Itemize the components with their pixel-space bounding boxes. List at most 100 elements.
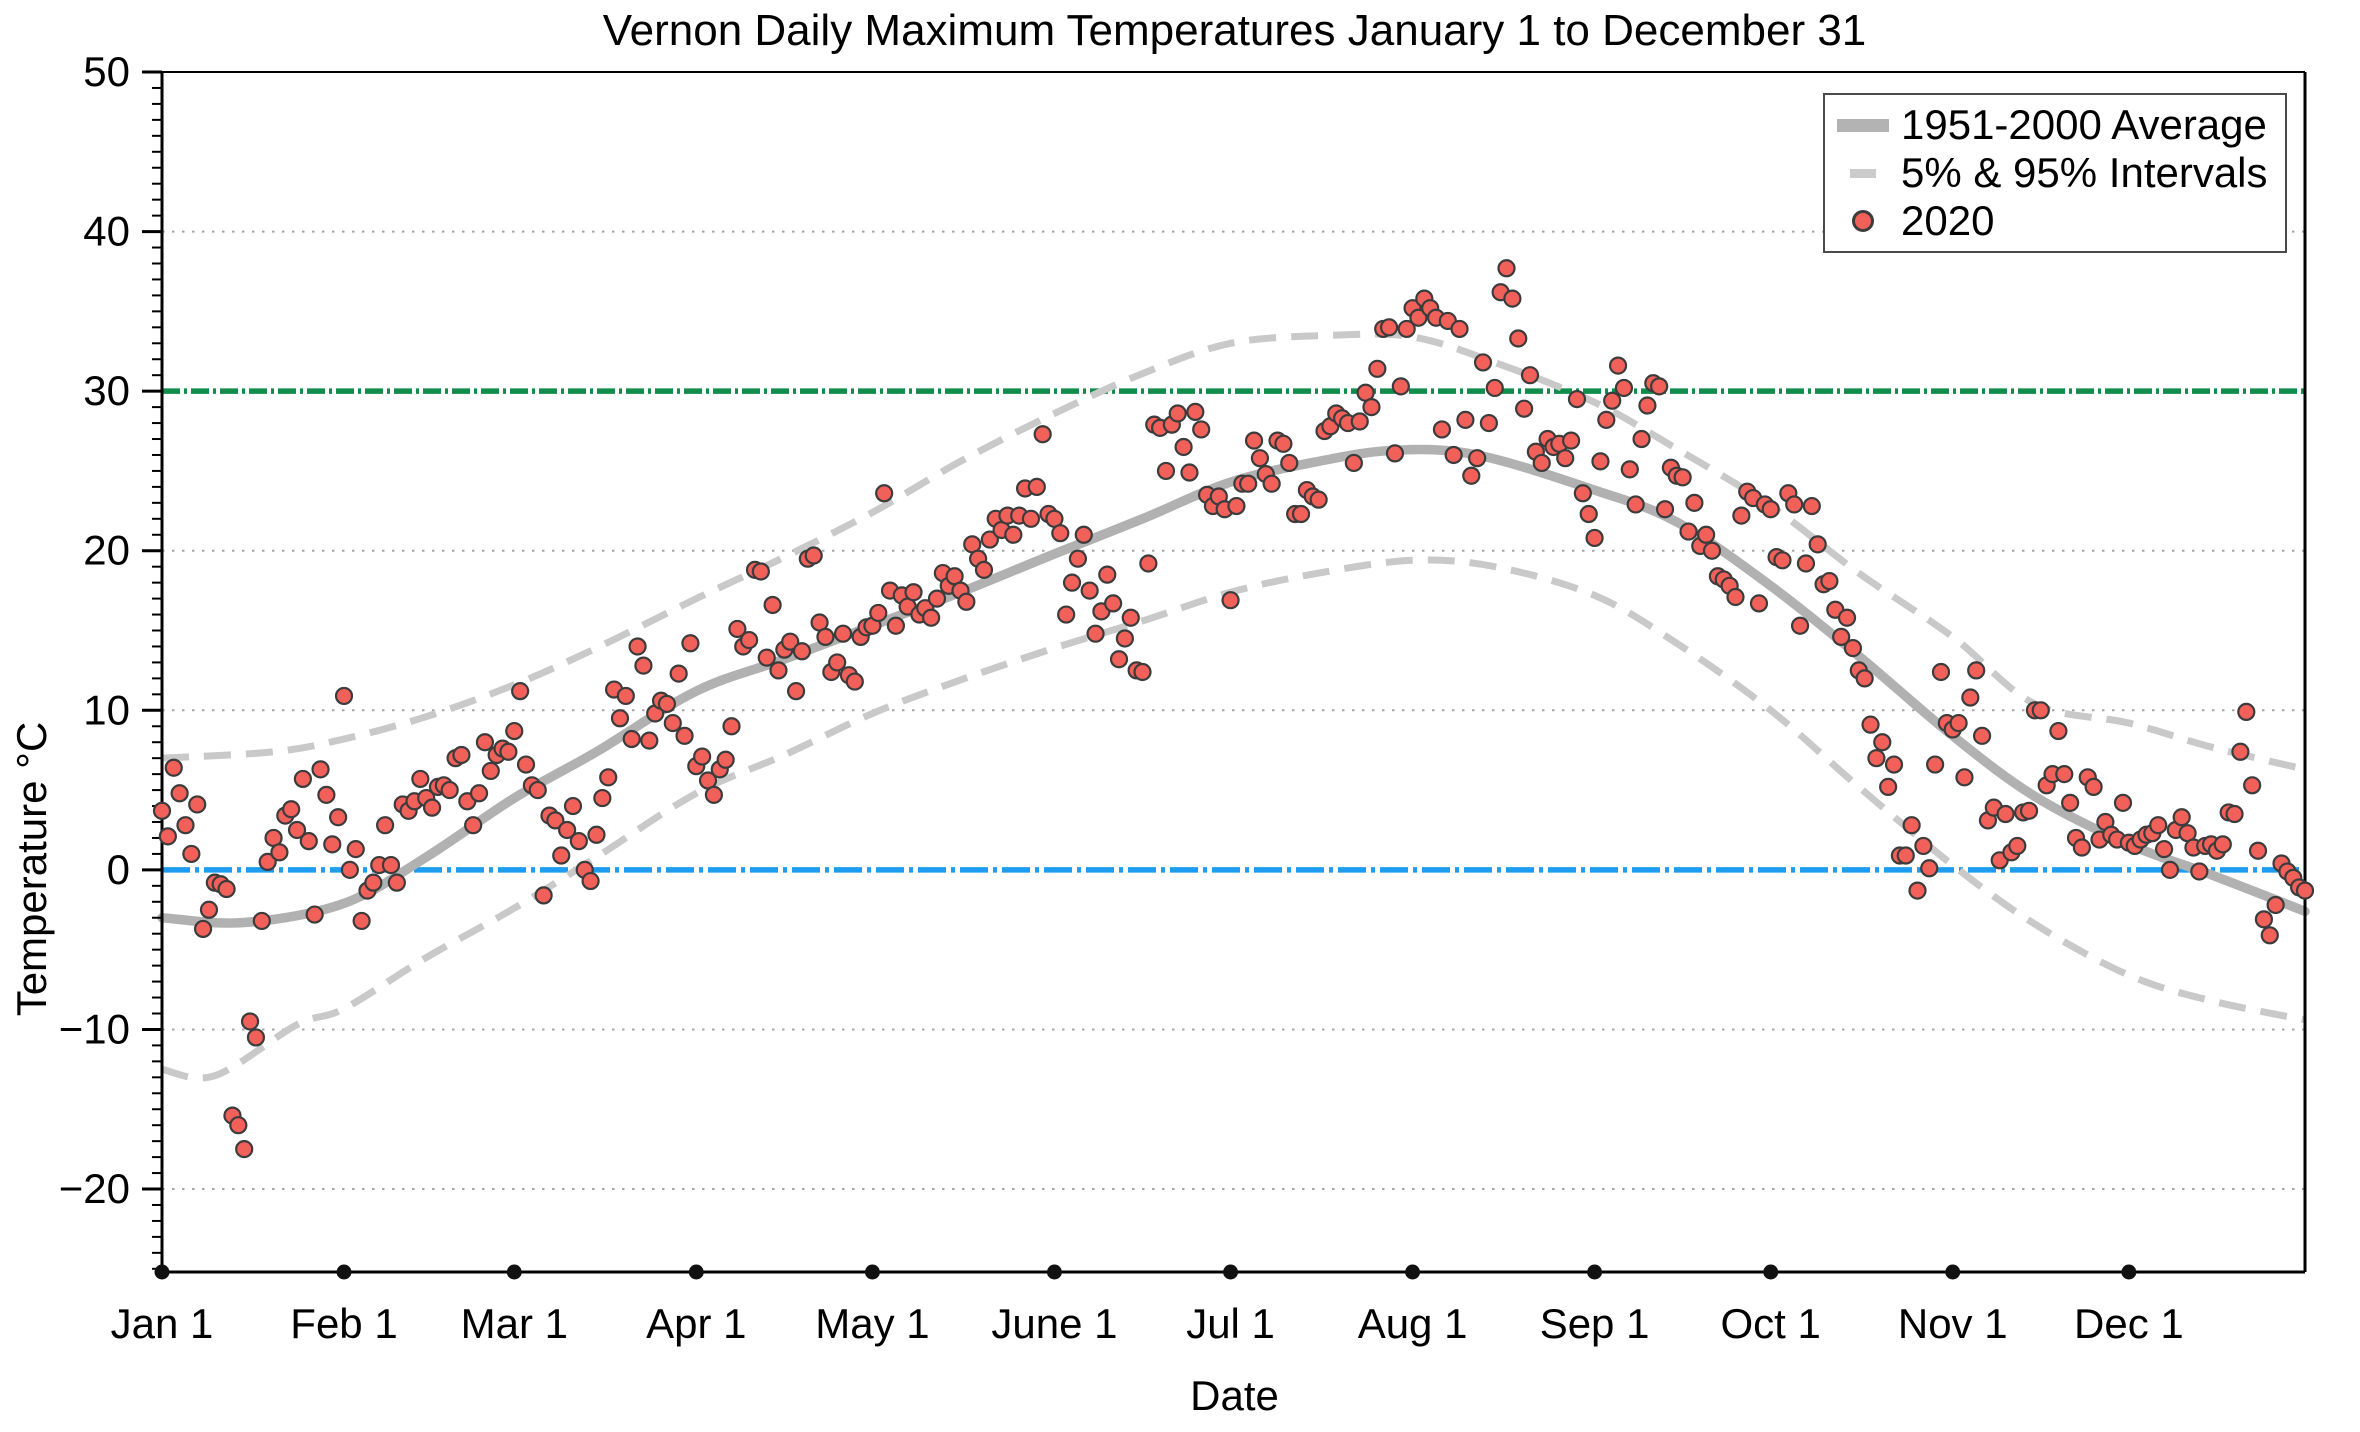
data-point bbox=[1685, 493, 1704, 512]
data-point bbox=[1603, 391, 1622, 410]
data-point bbox=[957, 592, 976, 611]
data-point bbox=[1503, 289, 1522, 308]
data-point bbox=[581, 871, 600, 891]
data-point bbox=[628, 637, 647, 656]
data-point bbox=[1168, 404, 1187, 423]
x-tick-dot bbox=[688, 1264, 704, 1280]
data-point bbox=[1926, 755, 1945, 774]
data-point bbox=[1650, 377, 1669, 396]
y-tick-label: 0 bbox=[107, 846, 130, 893]
data-point bbox=[2225, 804, 2244, 824]
data-point bbox=[1391, 377, 1410, 396]
data-point bbox=[792, 642, 812, 661]
data-point bbox=[558, 820, 577, 840]
data-point bbox=[2008, 836, 2027, 856]
data-point bbox=[1221, 591, 1240, 610]
data-point bbox=[311, 760, 330, 779]
data-point bbox=[1556, 449, 1575, 468]
legend-row-average: 1951-2000 Average bbox=[1825, 101, 2285, 149]
data-point bbox=[552, 846, 571, 865]
data-point bbox=[1914, 836, 1933, 856]
data-point bbox=[980, 530, 999, 549]
x-tick-dot bbox=[154, 1264, 170, 1280]
data-point bbox=[464, 816, 483, 835]
data-point bbox=[1397, 319, 1416, 339]
data-point bbox=[1626, 495, 1645, 514]
data-point bbox=[1385, 444, 1405, 463]
data-point bbox=[1497, 259, 1516, 278]
data-point bbox=[381, 855, 401, 875]
data-point bbox=[1532, 453, 1551, 473]
data-point bbox=[1702, 541, 1722, 560]
data-point bbox=[516, 755, 536, 774]
data-point bbox=[1632, 429, 1651, 449]
data-point bbox=[1996, 804, 2015, 824]
x-tick-dot bbox=[1046, 1264, 1062, 1280]
data-point bbox=[511, 682, 530, 701]
data-point bbox=[1796, 554, 1816, 573]
data-point bbox=[411, 769, 430, 789]
data-point bbox=[528, 780, 547, 800]
data-point bbox=[2049, 721, 2068, 741]
data-point bbox=[1068, 549, 1088, 568]
data-point bbox=[728, 619, 747, 639]
x-tick-dot bbox=[1405, 1264, 1421, 1280]
data-point bbox=[287, 820, 307, 840]
data-point bbox=[869, 603, 888, 623]
data-point bbox=[1074, 525, 1093, 544]
data-point bbox=[1867, 749, 1886, 768]
data-point bbox=[188, 795, 207, 814]
data-point bbox=[1655, 500, 1675, 519]
data-point bbox=[1104, 594, 1123, 613]
data-point bbox=[475, 733, 495, 752]
x-tick-dot bbox=[1763, 1264, 1779, 1280]
data-point bbox=[740, 630, 759, 650]
data-point bbox=[587, 825, 606, 844]
legend-row-2020: 2020 bbox=[1825, 197, 2285, 245]
data-point bbox=[299, 832, 318, 851]
data-point bbox=[2266, 895, 2285, 915]
x-tick-label: Aug 1 bbox=[1358, 1300, 1468, 1347]
data-point bbox=[1561, 431, 1581, 450]
data-point bbox=[634, 656, 653, 675]
data-point bbox=[1955, 768, 1974, 787]
data-point bbox=[1832, 627, 1851, 646]
data-point bbox=[2031, 701, 2050, 720]
data-point bbox=[1902, 816, 1921, 835]
data-point bbox=[704, 785, 723, 804]
data-point bbox=[1908, 881, 1927, 900]
data-point bbox=[1515, 399, 1534, 418]
data-point bbox=[217, 879, 236, 899]
x-tick-dot bbox=[2121, 1264, 2137, 1280]
data-point bbox=[1027, 477, 1046, 496]
data-point bbox=[922, 608, 941, 627]
data-point bbox=[1726, 587, 1745, 607]
data-point bbox=[610, 709, 630, 728]
data-point bbox=[252, 911, 271, 931]
data-point bbox=[1115, 629, 1134, 648]
data-point bbox=[376, 816, 395, 835]
data-point bbox=[1673, 468, 1692, 487]
data-point bbox=[675, 726, 694, 745]
data-point bbox=[1473, 353, 1493, 372]
data-point bbox=[1485, 378, 1504, 398]
data-point bbox=[1350, 412, 1369, 431]
data-point bbox=[182, 844, 201, 864]
data-point bbox=[757, 648, 776, 667]
data-point bbox=[1291, 504, 1311, 524]
data-point bbox=[2295, 881, 2315, 900]
data-point bbox=[1186, 402, 1205, 421]
data-point bbox=[1638, 396, 1657, 415]
data-point bbox=[1949, 713, 1968, 733]
data-point bbox=[1608, 356, 1628, 375]
data-point bbox=[323, 835, 342, 854]
data-point bbox=[1879, 777, 1898, 796]
y-tick-label: 40 bbox=[83, 208, 130, 255]
data-point bbox=[1139, 554, 1158, 573]
data-point bbox=[1479, 413, 1498, 433]
data-point bbox=[170, 784, 189, 803]
data-point bbox=[1614, 378, 1634, 398]
data-point bbox=[2055, 765, 2074, 784]
data-point bbox=[804, 546, 823, 565]
x-tick-label: Jul 1 bbox=[1186, 1300, 1275, 1347]
